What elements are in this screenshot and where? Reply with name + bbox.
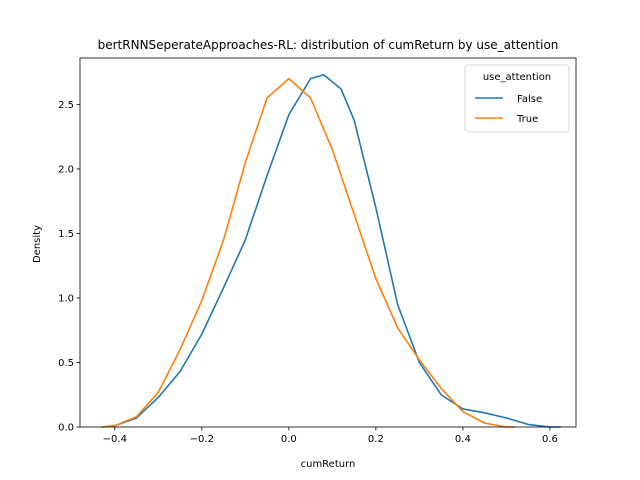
series-layer: [101, 73, 561, 428]
axes-layer: −0.4 −0.2 0.0 0.2 0.4 0.6 0.0 0.5 1.0 1.5 2.0 2.5: [58, 57, 577, 445]
y-tick-label: 2.0: [58, 164, 74, 175]
legend-title: use_attention: [483, 72, 551, 83]
chart-title: bertRNNSeperateApproaches-RL: distributi…: [98, 38, 559, 52]
axes-frame: [79, 57, 577, 428]
x-axis-label: cumReturn: [301, 459, 356, 470]
x-tick-label: 0.4: [455, 434, 471, 445]
y-tick-label: 2.5: [58, 100, 74, 111]
legend-label-false: False: [517, 94, 542, 105]
y-tick-label: 0.5: [58, 358, 74, 369]
legend-box: [464, 64, 570, 133]
y-tick-label: 1.5: [58, 229, 74, 240]
x-tick-label: 0.0: [281, 434, 297, 445]
y-axis-label: Density: [32, 225, 43, 263]
x-tick-label: 0.2: [368, 434, 384, 445]
x-tick-label: 0.6: [542, 434, 558, 445]
series-line-false: [101, 73, 561, 428]
legend: use_attention False True: [464, 64, 570, 133]
x-tick-label: −0.4: [103, 434, 127, 445]
legend-label-true: True: [516, 114, 538, 125]
series-line-true: [101, 77, 516, 428]
y-tick-label: 1.0: [58, 293, 74, 304]
y-tick-label: 0.0: [58, 423, 74, 434]
x-tick-label: −0.2: [190, 434, 214, 445]
